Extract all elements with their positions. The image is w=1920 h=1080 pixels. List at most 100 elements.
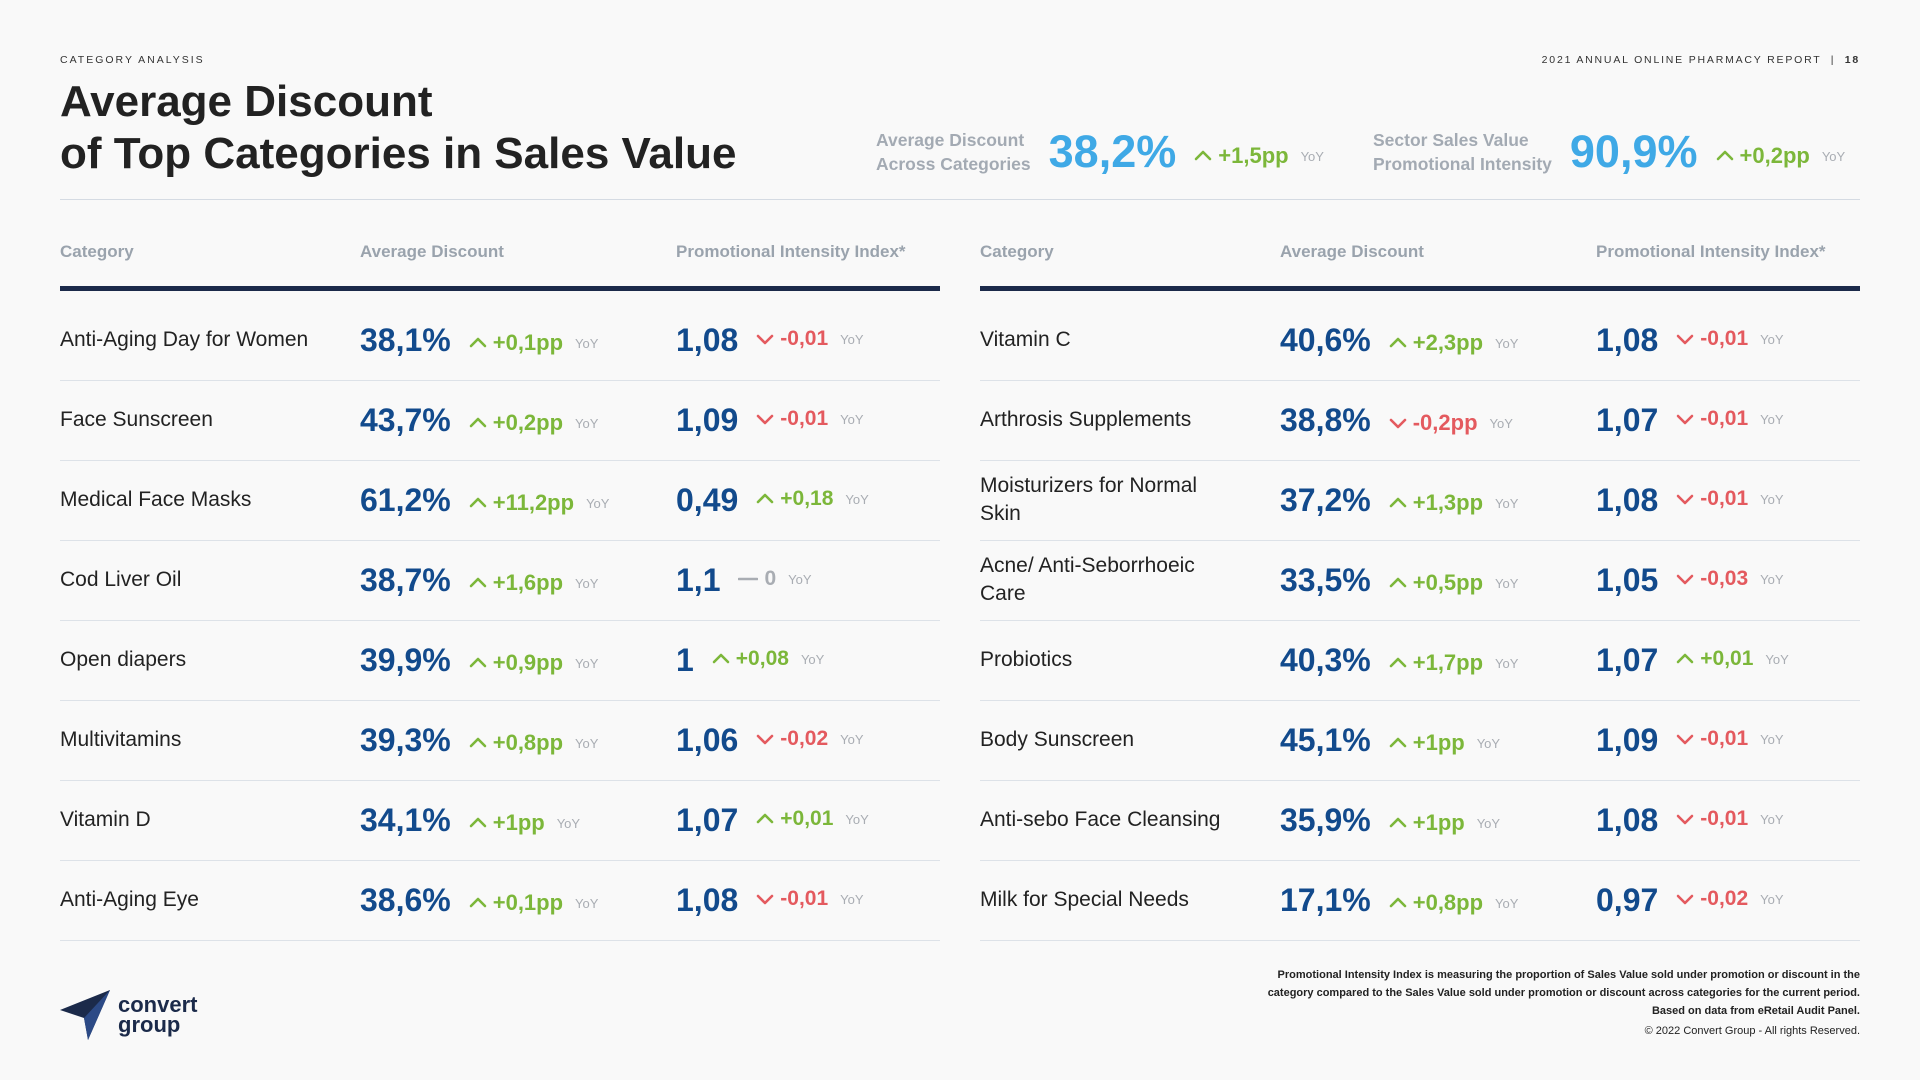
pii-change-value: -0,02 xyxy=(1700,887,1749,910)
discount-value: 38,1% xyxy=(360,321,451,358)
title-line-2: of Top Categories in Sales Value xyxy=(60,129,737,178)
pii-change-value: -0,01 xyxy=(1700,487,1749,510)
pii-value: 1,08 xyxy=(1596,481,1659,518)
yoy-label: YoY xyxy=(840,411,864,427)
yoy-label: YoY xyxy=(1765,651,1789,667)
discount-change: +0,8pp YoY xyxy=(1389,890,1518,916)
yoy-label: YoY xyxy=(586,495,610,511)
arrow-up-icon xyxy=(469,657,487,668)
col-header-category: Category xyxy=(60,242,134,261)
arrow-up-icon xyxy=(756,813,774,824)
pii-change-value: +0,01 xyxy=(1700,647,1754,670)
discount-change: +1,3pp YoY xyxy=(1389,490,1519,516)
arrow-up-icon xyxy=(469,897,487,908)
category-name: Probiotics xyxy=(980,648,1073,671)
stat-value: 38,2% xyxy=(1048,126,1177,177)
yoy-label: YoY xyxy=(1476,815,1501,831)
yoy-label: YoY xyxy=(1495,495,1519,511)
table-row: Multivitamins 39,3% +0,8pp YoY 1,06 -0,02 YoY xyxy=(60,700,940,781)
yoy-label: YoY xyxy=(788,571,812,587)
pii-change: -0,01 YoY xyxy=(1676,327,1784,351)
stat-label-line-1: Average Discount xyxy=(876,130,1025,150)
pii-change-value: -0,01 xyxy=(1700,407,1749,430)
table-row: Body Sunscreen 45,1% +1pp YoY 1,09 -0,01 YoY xyxy=(980,700,1860,781)
discount-value: 34,1% xyxy=(360,801,451,838)
discount-change: +1pp YoY xyxy=(1389,730,1500,756)
arrow-up-icon xyxy=(1389,497,1407,508)
discount-change: +0,5pp YoY xyxy=(1389,570,1519,596)
pii-value: 0,97 xyxy=(1596,881,1659,918)
header-stat: Sector Sales Value Promotional Intensity 9… xyxy=(1373,126,1845,178)
discount-cell: 40,3% +1,7pp YoY xyxy=(1280,620,1518,700)
pii-change: +0,01 YoY xyxy=(756,807,869,831)
pii-change-value: -0,02 xyxy=(780,727,829,750)
logo-text-1: convert xyxy=(118,992,198,1017)
table-row: Cod Liver Oil 38,7% +1,6pp YoY 1,1 0 YoY xyxy=(60,540,940,621)
yoy-label: YoY xyxy=(840,891,864,907)
yoy-label: YoY xyxy=(1495,575,1519,591)
table-header-rule xyxy=(980,286,1860,291)
discount-change: +2,3pp YoY xyxy=(1389,330,1518,356)
pii-cell: 1,08 -0,01 YoY xyxy=(1596,780,1784,860)
pii-change: -0,01 YoY xyxy=(1676,487,1784,511)
header-stat: Average Discount Across Categories 38,2% +1… xyxy=(876,126,1324,178)
arrow-up-icon xyxy=(1389,897,1407,908)
yoy-label: YoY xyxy=(1300,148,1324,164)
discount-cell: 38,8% -0,2pp YoY xyxy=(1280,380,1513,460)
col-header-discount: Average Discount xyxy=(1280,242,1424,261)
arrow-down-icon xyxy=(756,414,774,425)
discount-change-value: +11,2pp xyxy=(492,490,575,515)
pii-cell: 1,08 -0,01 YoY xyxy=(676,300,864,380)
arrow-down-icon xyxy=(1676,414,1694,425)
table-row: Probiotics 40,3% +1,7pp YoY 1,07 +0,01 YoY xyxy=(980,620,1860,701)
discount-change-value: -0,2pp xyxy=(1412,410,1478,435)
pii-change-value: -0,03 xyxy=(1700,567,1749,590)
category-name: Multivitamins xyxy=(60,728,182,751)
pii-value: 1,07 xyxy=(1596,401,1659,438)
pii-cell: 1,1 0 YoY xyxy=(676,540,812,620)
category-name: Milk for Special Needs xyxy=(980,888,1189,911)
discount-cell: 43,7% +0,2pp YoY xyxy=(360,380,598,460)
arrow-up-icon xyxy=(1194,150,1212,161)
table-row: Anti-Aging Day for Women 38,1% +0,1pp YoY 1,… xyxy=(60,300,940,381)
pii-value: 1,05 xyxy=(1596,561,1659,598)
discount-change-value: +1,3pp xyxy=(1412,490,1484,515)
discount-value: 39,9% xyxy=(360,641,451,678)
discount-value: 45,1% xyxy=(1280,721,1371,758)
discount-change-value: +1,7pp xyxy=(1412,650,1484,675)
pii-change: 0 YoY xyxy=(738,567,812,591)
category-name: Vitamin D xyxy=(60,808,151,831)
category-name: Face Sunscreen xyxy=(60,408,213,431)
arrow-up-icon xyxy=(469,337,487,348)
yoy-label: YoY xyxy=(1760,411,1784,427)
discount-change: +0,2pp YoY xyxy=(469,410,598,436)
yoy-label: YoY xyxy=(1760,811,1784,827)
arrow-up-icon xyxy=(469,417,487,428)
category-name: Body Sunscreen xyxy=(980,728,1135,751)
discount-cell: 34,1% +1pp YoY xyxy=(360,780,580,860)
yoy-label: YoY xyxy=(1476,735,1501,751)
discount-change-value: +0,5pp xyxy=(1412,570,1484,595)
discount-cell: 39,3% +0,8pp YoY xyxy=(360,700,598,780)
footnote: Promotional Intensity Index is measuring… xyxy=(1268,966,1860,1040)
stat-label-line-2: Across Categories xyxy=(876,154,1031,174)
pii-change: -0,02 YoY xyxy=(1676,887,1784,911)
yoy-label: YoY xyxy=(1495,655,1519,671)
header-divider xyxy=(60,199,1860,200)
discount-value: 61,2% xyxy=(360,481,451,518)
table-row: Moisturizers for Normal Skin 37,2% +1,3pp Y… xyxy=(980,460,1860,541)
pii-cell: 0,97 -0,02 YoY xyxy=(1596,860,1784,940)
table-header-rule xyxy=(60,286,940,291)
pii-value: 1 xyxy=(676,641,694,678)
copyright: © 2022 Convert Group - All rights Reserv… xyxy=(1644,1025,1860,1037)
discount-value: 40,6% xyxy=(1280,321,1371,358)
category-name: Vitamin C xyxy=(980,328,1071,351)
discount-cell: 17,1% +0,8pp YoY xyxy=(1280,860,1518,940)
arrow-up-icon xyxy=(756,493,774,504)
pii-change-value: -0,01 xyxy=(780,887,829,910)
discount-value: 37,2% xyxy=(1280,481,1371,518)
pii-value: 1,1 xyxy=(676,561,721,598)
pii-change: +0,18 YoY xyxy=(756,487,869,511)
discount-change: +1pp YoY xyxy=(1389,810,1500,836)
discount-cell: 38,7% +1,6pp YoY xyxy=(360,540,598,620)
